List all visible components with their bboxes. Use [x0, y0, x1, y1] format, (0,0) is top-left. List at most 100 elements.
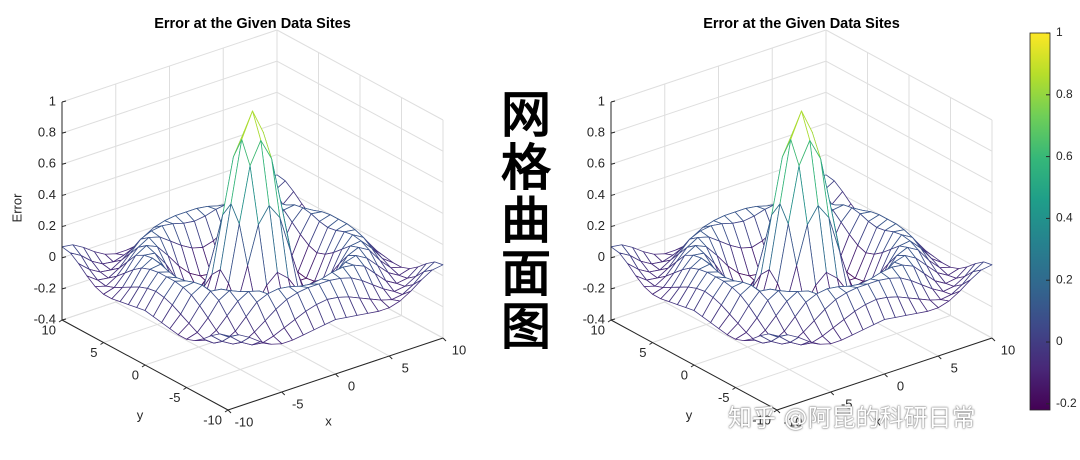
tick-mark: [776, 409, 781, 414]
tick-mark: [830, 391, 835, 396]
x-tick-label: 0: [897, 378, 904, 393]
colorbar-tick-label: 0: [1056, 334, 1063, 348]
z-tick-label: 0.2: [38, 218, 56, 233]
tick-mark: [61, 100, 67, 103]
x-tick-label: 0: [348, 378, 355, 393]
colorbar-tick-label: 0.6: [1056, 149, 1073, 163]
tick-mark: [61, 131, 67, 134]
colorbar-tick-label: 1: [1056, 25, 1063, 39]
tick-mark: [937, 355, 942, 360]
grid-line: [61, 91, 278, 165]
z-tick-label: 1: [49, 93, 56, 108]
watermark: 知乎 @阿昆的科研日常: [728, 404, 976, 432]
tick-mark: [610, 193, 616, 196]
tick-mark: [690, 364, 695, 368]
x-tick-label: -5: [841, 396, 853, 411]
y-tick-label: 0: [132, 367, 139, 382]
tick-mark: [388, 355, 393, 360]
grid-line: [610, 60, 827, 134]
grid-line: [825, 29, 993, 121]
y-tick-label: -10: [752, 412, 771, 427]
y-axis-label: y: [686, 407, 693, 422]
x-tick-label: 10: [452, 342, 466, 357]
tick-mark: [773, 409, 778, 413]
grid-line: [825, 60, 993, 152]
grid-line: [610, 91, 827, 165]
x-axis-label: x: [325, 413, 332, 428]
side-title: 网格曲面图: [493, 88, 552, 353]
z-tick-label: -0.4: [583, 311, 605, 326]
grid-line: [186, 315, 402, 388]
y-tick-label: -10: [203, 412, 222, 427]
grid-line: [735, 315, 951, 388]
grid-line: [61, 29, 278, 103]
tick-mark: [610, 225, 616, 228]
colorbar-tick-label: -0.2: [1056, 396, 1077, 410]
z-axis-label: Error: [9, 193, 24, 223]
grid-line: [276, 60, 444, 152]
mesh-cell: [219, 333, 240, 338]
grid-line: [825, 185, 993, 277]
z-tick-label: -0.2: [583, 280, 605, 295]
x-tick-label: -5: [292, 396, 304, 411]
tick-mark: [649, 342, 653, 345]
grid-line: [610, 29, 827, 103]
y-tick-label: -5: [718, 390, 730, 405]
y-tick-label: 10: [42, 322, 56, 337]
grid-line: [825, 154, 993, 246]
tick-mark: [227, 409, 232, 414]
grid-line: [610, 122, 827, 196]
x-axis-label: x: [874, 413, 881, 428]
y-tick-label: 5: [90, 345, 97, 360]
tick-mark: [610, 287, 616, 290]
colorbar-tick-label: 0.2: [1056, 272, 1073, 286]
colorbar-tick-label: 0.8: [1056, 87, 1073, 101]
z-tick-label: -0.4: [34, 311, 56, 326]
grid-line: [276, 91, 444, 183]
x-tick-label: -10: [235, 414, 254, 429]
z-tick-label: 0.8: [587, 125, 605, 140]
tick-mark: [607, 319, 612, 323]
tick-mark: [610, 318, 616, 321]
tick-mark: [141, 364, 146, 368]
x-tick-label: 5: [951, 360, 958, 375]
tick-mark: [335, 373, 339, 378]
y-tick-label: 10: [591, 322, 605, 337]
tick-mark: [61, 318, 67, 321]
y-axis-label: y: [137, 407, 144, 422]
tick-mark: [281, 391, 286, 396]
tick-mark: [61, 162, 67, 165]
chart-title: Error at the Given Data Sites: [154, 16, 351, 32]
grid-line: [276, 29, 444, 121]
tick-mark: [610, 162, 616, 165]
chart-title: Error at the Given Data Sites: [703, 16, 900, 32]
z-tick-label: 0.2: [587, 218, 605, 233]
z-tick-label: 0.4: [587, 187, 605, 202]
x-tick-label: 5: [402, 360, 409, 375]
z-tick-label: 0.8: [38, 125, 56, 140]
tick-mark: [61, 193, 67, 196]
grid-line: [276, 185, 444, 277]
tick-mark: [61, 256, 67, 259]
tick-mark: [100, 342, 104, 345]
y-tick-label: -5: [169, 390, 181, 405]
x-tick-label: -10: [784, 414, 803, 429]
tick-mark: [884, 373, 888, 378]
grid-line: [276, 122, 444, 214]
tick-mark: [58, 319, 63, 323]
grid-line: [825, 91, 993, 183]
tick-mark: [442, 337, 447, 342]
grid-line: [276, 154, 444, 246]
tick-mark: [991, 337, 996, 342]
z-tick-label: -0.2: [34, 280, 56, 295]
tick-mark: [732, 387, 736, 390]
mesh-cell: [768, 333, 789, 338]
grid-line: [61, 122, 278, 196]
grid-line: [825, 122, 993, 214]
tick-mark: [61, 225, 67, 228]
grid-line: [61, 60, 278, 134]
x-tick-label: 10: [1001, 342, 1015, 357]
tick-mark: [610, 131, 616, 134]
